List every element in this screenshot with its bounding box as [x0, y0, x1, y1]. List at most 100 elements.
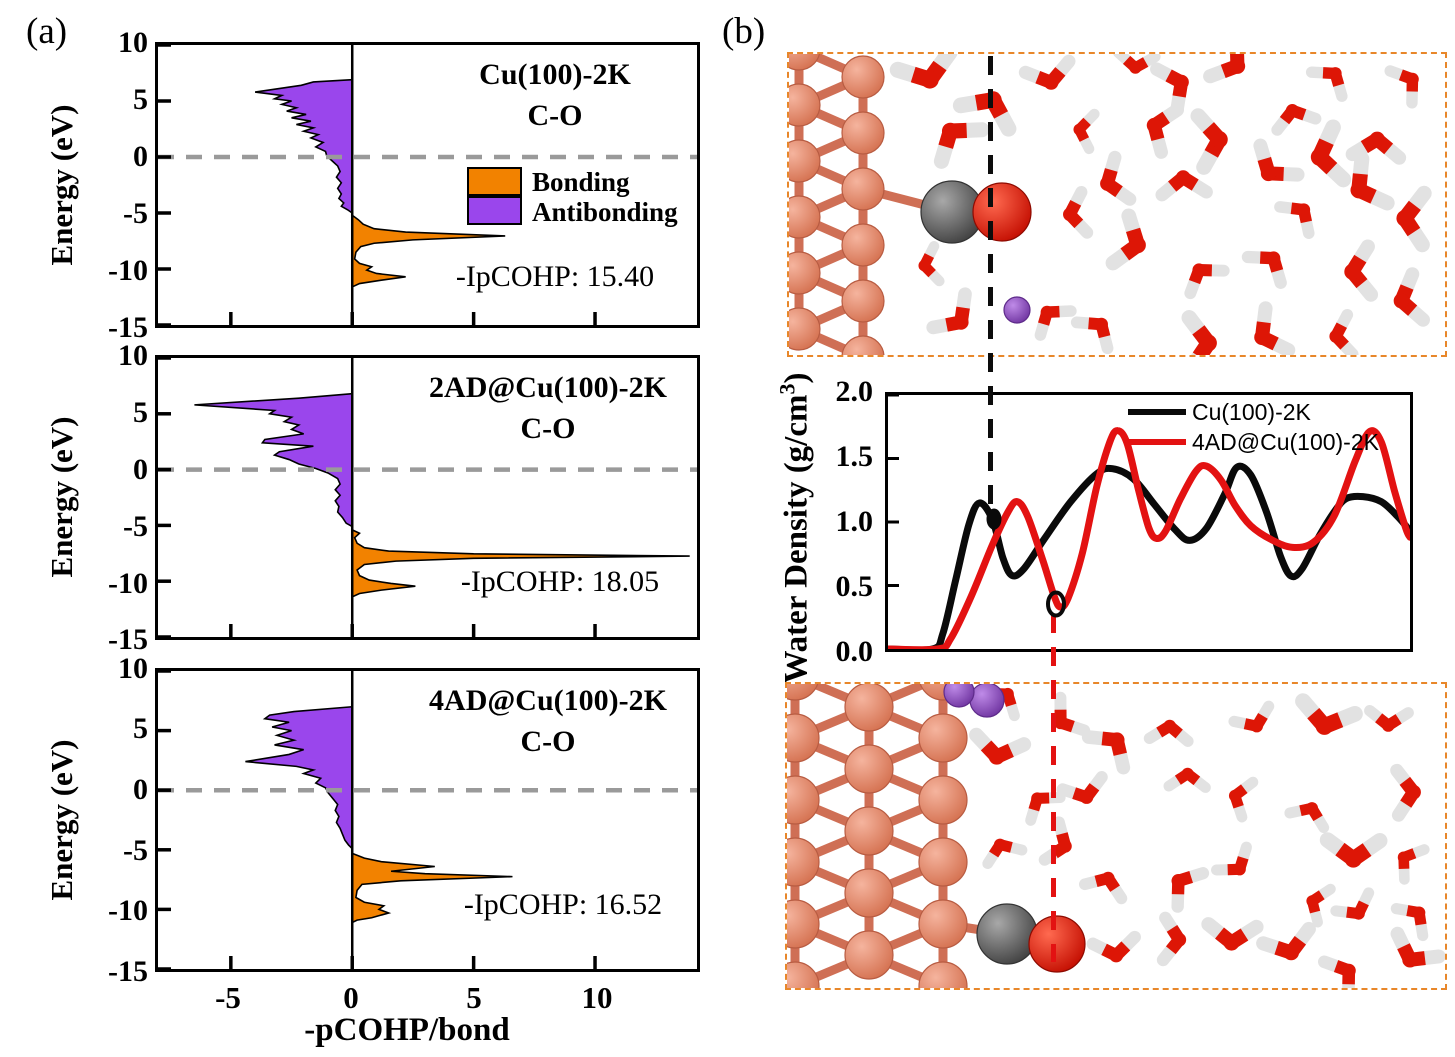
water-molecule	[1310, 119, 1352, 188]
legend-label-antibonding: Antibonding	[532, 197, 678, 227]
oxygen-atom	[1344, 263, 1361, 280]
legend-line-black	[1128, 409, 1186, 415]
plot3-title-line2: C-O	[520, 724, 576, 758]
oxygen-atom	[1260, 165, 1277, 182]
water-molecule	[1155, 170, 1213, 202]
oxygen-atom	[988, 748, 1005, 765]
ytick-label: 10	[118, 339, 148, 372]
oxygen-atom-co	[1028, 915, 1086, 973]
ytick-label: -10	[108, 894, 148, 927]
water-molecule	[1228, 700, 1275, 733]
oxygen-atom	[1397, 851, 1410, 864]
legend-label-4ad: 4AD@Cu(100)-2K	[1192, 429, 1379, 455]
oxygen-atom	[1173, 74, 1189, 90]
water-molecule	[1184, 263, 1230, 300]
water-molecule	[1034, 305, 1077, 341]
ytick-label: -10	[108, 254, 148, 287]
md-snapshot-top	[777, 27, 1447, 379]
copper-atom	[841, 167, 885, 211]
series-bonding	[351, 528, 690, 599]
ytick-label: -15	[108, 311, 148, 344]
density-curve-4ad@cu(100)-2k	[884, 427, 1414, 654]
water-molecule	[1390, 903, 1429, 942]
oxygen-atom	[1341, 963, 1356, 978]
water-molecule	[1284, 802, 1330, 834]
water-molecule	[1146, 103, 1184, 159]
plot3-title: 4AD@Cu(100)-2K C-O	[358, 681, 738, 762]
oxygen-atom	[1063, 207, 1077, 222]
ytick-label: 0	[133, 140, 148, 173]
water-molecule	[982, 838, 1028, 870]
pcohp-plot-4ad	[155, 668, 700, 972]
panel-b-label: (b)	[722, 11, 766, 52]
xtick-label: 5	[466, 980, 482, 1015]
ytick-label: 5	[133, 396, 148, 429]
water-density-chart	[884, 392, 1414, 654]
xtick-label: 0	[343, 980, 359, 1015]
ytick-label: 0	[133, 453, 148, 486]
snapshot-background	[789, 54, 1445, 355]
water-molecule	[1364, 704, 1414, 732]
ytick-label: 0	[133, 773, 148, 806]
ytick-label: 5	[133, 83, 148, 116]
legend-label-bonding: Bonding	[532, 167, 630, 197]
oxygen-atom	[1350, 181, 1368, 199]
plot1-title-line1: Cu(100)-2K	[479, 58, 631, 91]
water-molecule	[1081, 730, 1131, 775]
water-molecule	[1274, 201, 1315, 239]
oxygen-atom	[1181, 767, 1194, 780]
carbon-atom	[976, 903, 1038, 965]
water-molecule	[1319, 832, 1388, 868]
guide-line-red-dashed	[1051, 614, 1056, 962]
density-ytick-label: 1.0	[835, 505, 874, 538]
guide-line-black-dashed	[988, 56, 993, 510]
legend-swatch-antibonding	[467, 196, 522, 225]
copper-atom	[841, 55, 885, 99]
water-molecule	[1241, 250, 1287, 289]
oxygen-atom	[1073, 123, 1086, 136]
water-molecule	[1163, 767, 1211, 793]
energy-axis-label-1: Energy (eV)	[44, 104, 79, 266]
oxygen-atom	[1094, 317, 1108, 331]
oxygen-atom-co	[972, 182, 1032, 242]
water-molecule	[1254, 301, 1296, 358]
oxygen-atom	[1402, 952, 1418, 968]
series-bonding	[351, 213, 506, 289]
plot1-title-line2: C-O	[527, 98, 583, 132]
oxygen-atom	[1329, 67, 1342, 80]
oxygen-atom	[1344, 850, 1362, 868]
water-molecule	[1156, 911, 1187, 967]
oxygen-atom	[1163, 719, 1177, 733]
ytick-label: -15	[108, 955, 148, 988]
ytick-label: 10	[118, 652, 148, 685]
water-molecule	[1306, 883, 1336, 928]
water-molecule	[1063, 185, 1094, 239]
water-molecule	[1393, 267, 1430, 327]
marker-black-dot	[986, 508, 1002, 530]
water-molecule	[1211, 841, 1252, 876]
plot3-title-line1: 4AD@Cu(100)-2K	[429, 684, 667, 717]
oxygen-atom	[1412, 906, 1426, 919]
marker-open-circle	[1046, 590, 1066, 618]
water-molecule	[1079, 871, 1128, 905]
water-molecule	[1228, 776, 1259, 823]
copper-atom	[918, 775, 968, 825]
oxygen-atom	[1297, 203, 1311, 217]
oxygen-atom	[1171, 874, 1186, 888]
water-molecule	[1397, 844, 1430, 885]
ipcohp-value-1: -IpCOHP: 15.40	[455, 260, 655, 293]
copper-atom	[844, 682, 894, 732]
oxygen-atom	[1369, 131, 1385, 147]
water-molecule	[926, 287, 972, 335]
water-molecule	[1350, 151, 1395, 211]
series-bonding	[351, 852, 513, 924]
plot2-title-line1: 2AD@Cu(100)-2K	[429, 371, 667, 404]
oxygen-atom	[1396, 209, 1414, 227]
energy-axis-label-3: Energy (eV)	[44, 739, 79, 901]
water-molecule	[1256, 921, 1316, 961]
oxygen-atom	[1172, 932, 1187, 947]
oxygen-atom	[1101, 871, 1115, 885]
pcohp-chart-area-2	[158, 358, 697, 637]
oxygen-atom	[1381, 719, 1395, 732]
oxygen-atom	[1001, 687, 1014, 701]
